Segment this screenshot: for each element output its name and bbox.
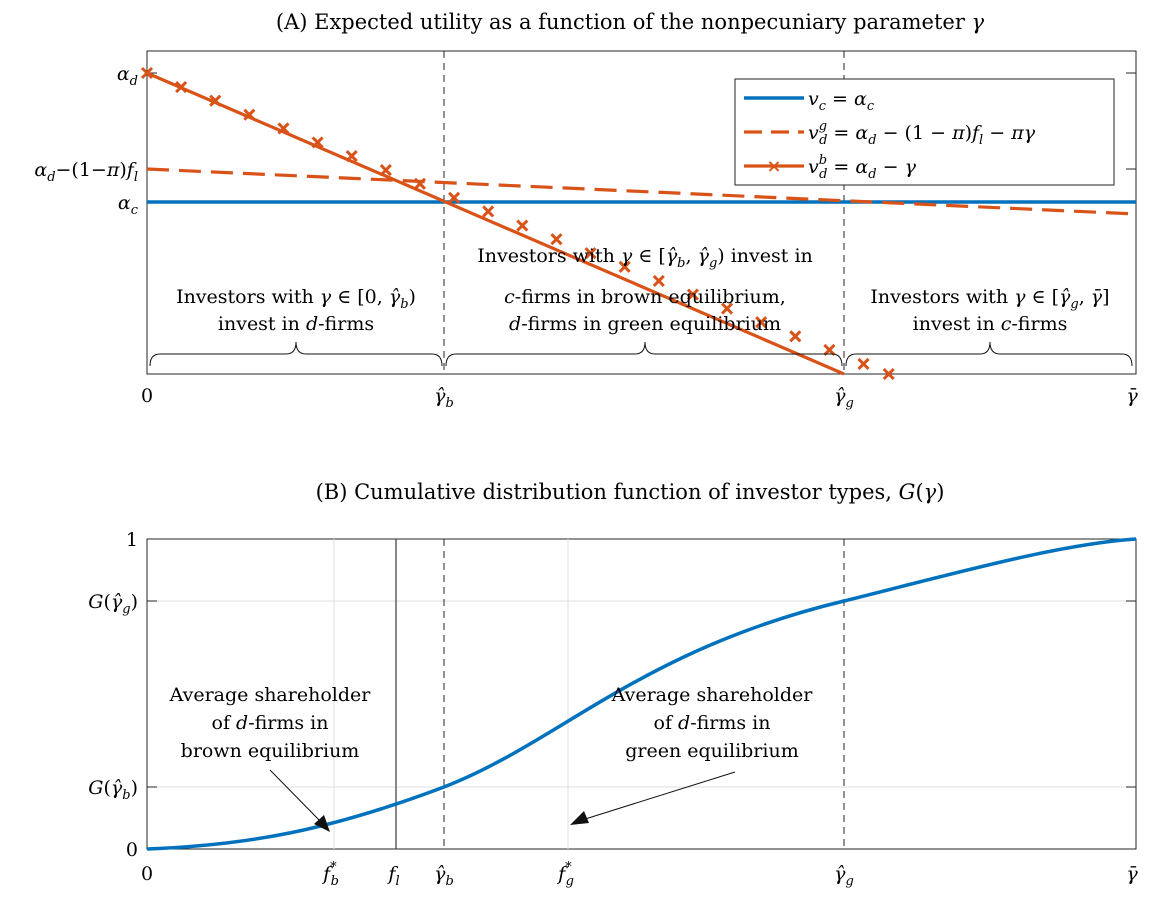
region-left-text-2: invest in d-firms — [218, 313, 374, 335]
ytick-b-label-1: 1 — [126, 529, 138, 551]
vdb-marker — [379, 164, 392, 177]
xtick-a-gamma-g: γ̂g — [834, 385, 854, 411]
vdb-marker — [686, 288, 699, 301]
region-left-text: Investors with γ ∈ [0, γ̂b) — [176, 286, 416, 312]
ytick-label-alpha-d-minus: αd−(1−π)fl — [34, 159, 138, 185]
arrow-brown — [269, 769, 323, 824]
vdb-marker — [882, 367, 895, 381]
annotation-brown-line3: brown equilibrium — [181, 740, 360, 762]
annotation-green-line3: green equilibrium — [625, 740, 798, 762]
region-right-text-2: invest in c-firms — [913, 313, 1068, 335]
region-mid-text-3: d-firms in green equilibrium — [509, 313, 781, 335]
cdf-curve — [146, 537, 1137, 851]
legend-marker-vdb: × — [766, 156, 781, 177]
vdb-marker — [243, 108, 256, 121]
xtick-b-fb: f* b — [321, 860, 339, 889]
vdb-marker — [823, 343, 836, 356]
panel-a-title: (A) Expected utility as a function of th… — [276, 10, 985, 34]
xtick-a-0: 0 — [141, 385, 153, 407]
xtick-a-gamma-bar: γ̄ — [1126, 385, 1138, 407]
series-vdb-line — [146, 71, 845, 376]
brace-left — [149, 341, 443, 367]
region-mid-text: Investors with γ ∈ [γ̂b, γ̂g) invest in — [477, 245, 813, 271]
annotation-brown-line2: of d-firms in — [212, 712, 329, 734]
brace-right — [845, 341, 1133, 367]
region-right-text: Investors with γ ∈ [γ̂g, γ̄] — [870, 286, 1109, 312]
panel-b-grid — [147, 539, 1136, 849]
panel-b-axes — [146, 538, 1137, 850]
panel-a-axes — [146, 50, 1137, 375]
legend-label-vc: vc = αc — [808, 88, 875, 114]
annotation-green-line2: of d-firms in — [654, 712, 771, 734]
series-vdb-markers — [140, 66, 895, 381]
vdb-marker — [482, 205, 495, 218]
vdb-marker — [448, 191, 461, 204]
vdb-marker — [755, 316, 768, 329]
vdb-marker — [550, 233, 563, 246]
series-vdg-line — [146, 167, 1137, 216]
vdb-marker — [516, 219, 529, 232]
ytick-label-alpha-d: αd — [117, 63, 138, 89]
vdb-marker — [413, 177, 427, 190]
vdb-marker — [618, 260, 631, 273]
vdb-marker — [584, 247, 597, 260]
xtick-b-gamma-b: γ̂b — [434, 863, 454, 889]
vdb-marker — [277, 122, 290, 135]
vdb-marker — [857, 357, 870, 371]
ytick-b-label-ggamma-g: G(γ̂g) — [88, 591, 138, 617]
region-mid-text-2: c-firms in brown equilibrium, — [504, 286, 786, 308]
vdb-marker — [175, 80, 188, 94]
panel-a: αd αd−(1−π)fl αc 0 γ̂b γ̂g γ̄ Investors … — [34, 50, 1138, 411]
ytick-label-alpha-c: αc — [118, 192, 139, 218]
xtick-a-gamma-b: γ̂b — [434, 385, 454, 411]
brace-mid — [445, 341, 843, 367]
vdb-marker — [140, 66, 154, 80]
vdb-marker — [311, 136, 324, 149]
vdb-marker — [209, 94, 222, 107]
legend-label-vdb: vb d = αd − γ — [808, 153, 917, 182]
ytick-b-label-ggamma-b: G(γ̂b) — [88, 777, 138, 803]
xtick-b-fl: fl — [386, 863, 399, 889]
arrowhead-green — [570, 811, 589, 825]
panel-b-title: (B) Cumulative distribution function of … — [316, 480, 945, 504]
ytick-b-label-0: 0 — [126, 839, 138, 861]
xtick-b-0: 0 — [141, 863, 153, 885]
arrowhead-brown — [314, 815, 330, 832]
panel-b: 1 G(γ̂g) G(γ̂b) 0 0 f* b fl γ̂b f* g γ̂g γ… — [88, 529, 1138, 889]
vdb-marker — [652, 274, 665, 287]
xtick-b-gamma-bar: γ̄ — [1126, 863, 1138, 885]
vdb-marker — [345, 150, 358, 163]
xtick-b-fg: f* g — [556, 860, 574, 889]
arrow-green — [581, 771, 736, 821]
annotation-brown-line1: Average shareholder — [169, 684, 372, 706]
xtick-b-gamma-g: γ̂g — [834, 863, 854, 889]
legend-label-vdg: vg d = αd − (1 − π)fl − πγ — [808, 119, 1036, 148]
vdb-marker — [789, 330, 802, 343]
vdb-marker — [720, 302, 734, 315]
annotation-green-line1: Average shareholder — [611, 684, 814, 706]
legend: vc = αc vg d = αd − (1 − π)fl − πγ × vb d … — [734, 78, 1115, 186]
